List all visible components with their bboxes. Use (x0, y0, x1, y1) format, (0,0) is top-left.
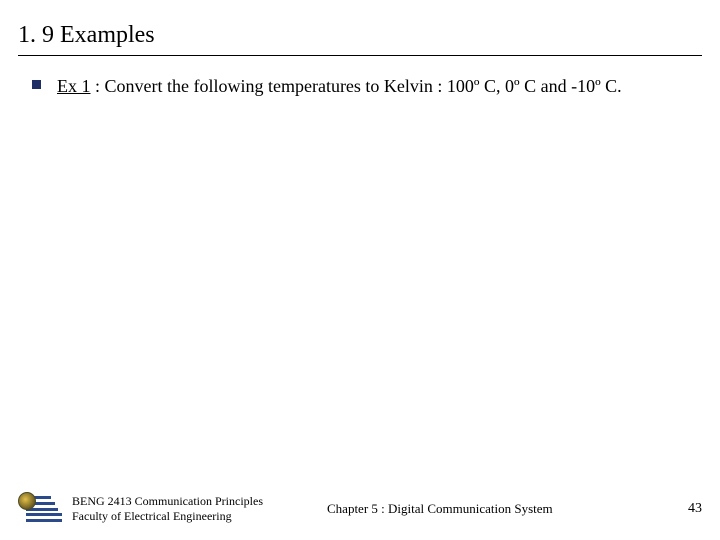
footer: BENG 2413 Communication Principles Facul… (0, 492, 720, 526)
slide: 1. 9 Examples Ex 1 : Convert the followi… (0, 0, 720, 540)
footer-course-block: BENG 2413 Communication Principles Facul… (72, 494, 263, 524)
example-label: Ex 1 (57, 76, 91, 96)
example-body: : Convert the following temperatures to … (91, 76, 622, 96)
footer-course: BENG 2413 Communication Principles (72, 494, 263, 509)
logo-seal (18, 492, 36, 510)
footer-chapter: Chapter 5 : Digital Communication System (327, 501, 553, 517)
square-bullet-icon (32, 80, 41, 89)
institution-logo-icon (18, 492, 62, 526)
footer-dept: Faculty of Electrical Engineering (72, 509, 263, 524)
bullet-item: Ex 1 : Convert the following temperature… (18, 74, 702, 98)
slide-title: 1. 9 Examples (18, 22, 702, 56)
page-number: 43 (688, 501, 702, 517)
bullet-text: Ex 1 : Convert the following temperature… (57, 74, 622, 98)
